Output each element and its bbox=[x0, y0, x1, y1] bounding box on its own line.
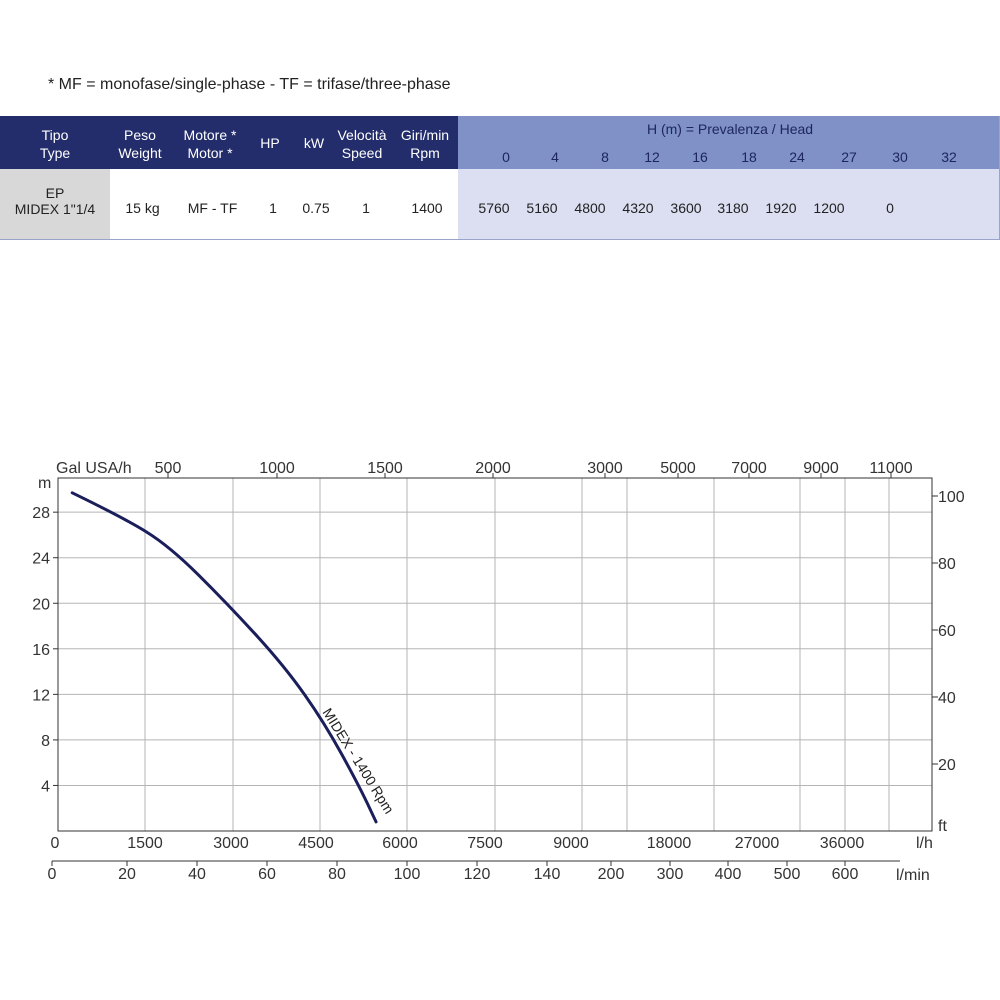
cell-weight: 15 kg bbox=[125, 200, 160, 216]
y-left-tick-label: 24 bbox=[32, 551, 50, 568]
cell-kw: 0.75 bbox=[302, 200, 330, 216]
type-cell-bg bbox=[0, 169, 110, 239]
header-hp: HP bbox=[260, 135, 280, 151]
flow-value: 4800 bbox=[574, 200, 606, 216]
series-line-midex bbox=[70, 491, 378, 824]
top-axis-label: Gal USA/h bbox=[56, 460, 132, 477]
x-lmin-tick-label: 400 bbox=[715, 866, 742, 883]
top-axis-tick-label: 2000 bbox=[475, 460, 511, 477]
flow-value: 3600 bbox=[670, 200, 702, 216]
flow-value: 5760 bbox=[478, 200, 510, 216]
top-axis-tick-label: 5000 bbox=[660, 460, 696, 477]
head-value: 18 bbox=[741, 149, 757, 165]
header-speed: Velocità Speed bbox=[337, 127, 387, 161]
head-value: 0 bbox=[502, 149, 510, 165]
y-right-tick-label: 20 bbox=[938, 757, 956, 774]
spec-table: Tipo Type Peso Weight Motore * Motor * H… bbox=[0, 116, 1000, 240]
x-lh-tick-label: 0 bbox=[51, 835, 60, 852]
table-bottom-border bbox=[0, 239, 1000, 240]
legend-note: * MF = monofase/single-phase - TF = trif… bbox=[48, 76, 451, 93]
header-type: Tipo Type bbox=[39, 127, 71, 161]
x-lmin-tick-label: 120 bbox=[464, 866, 491, 883]
flow-value: 5160 bbox=[526, 200, 558, 216]
cell-rpm: 1400 bbox=[411, 200, 443, 216]
table-header-left bbox=[0, 116, 458, 169]
x-lh-tick-label: 6000 bbox=[382, 835, 418, 852]
head-value: 24 bbox=[789, 149, 805, 165]
x-lmin-tick-label: 80 bbox=[328, 866, 346, 883]
x-lmin-tick-label: 200 bbox=[598, 866, 625, 883]
performance-chart: 4 8 12 16 20 24 28 m 20 40 60 80 100 ft Gal USA/h 500 10… bbox=[32, 460, 965, 884]
y-left-tick-label: 20 bbox=[32, 596, 50, 613]
cell-speed: 1 bbox=[362, 200, 370, 216]
head-value: 4 bbox=[551, 149, 559, 165]
series-label: MIDEX - 1400 Rpm bbox=[319, 705, 397, 816]
x-lmin-tick-label: 500 bbox=[774, 866, 801, 883]
header-rpm: Giri/min Rpm bbox=[400, 127, 450, 161]
x-lh-tick-label: 18000 bbox=[647, 835, 692, 852]
x-lh-tick-label: 4500 bbox=[298, 835, 334, 852]
y-left-tick-label: 12 bbox=[32, 687, 50, 704]
x-lmin-tick-label: 100 bbox=[394, 866, 421, 883]
x-lh-axis-label: l/h bbox=[916, 835, 933, 852]
x-lmin-tick-label: 20 bbox=[118, 866, 136, 883]
top-axis-tick-label: 7000 bbox=[731, 460, 767, 477]
flow-value: 4320 bbox=[622, 200, 654, 216]
flow-value: 1920 bbox=[765, 200, 797, 216]
header-motor: Motore * Motor * bbox=[183, 127, 237, 161]
head-value: 12 bbox=[644, 149, 660, 165]
cell-type: EP MIDEX 1"1/4 bbox=[14, 185, 96, 217]
table-header-right bbox=[458, 116, 1000, 169]
head-title: H (m) = Prevalenza / Head bbox=[646, 121, 814, 137]
x-lmin-tick-label: 0 bbox=[48, 866, 57, 883]
head-value: 16 bbox=[692, 149, 708, 165]
y-right-tick-label: 100 bbox=[938, 489, 965, 506]
x-lh-tick-label: 7500 bbox=[467, 835, 503, 852]
x-lmin-tick-label: 600 bbox=[832, 866, 859, 883]
y-left-axis-label: m bbox=[38, 475, 51, 492]
x-lh-tick-label: 1500 bbox=[127, 835, 163, 852]
x-lmin-tick-label: 60 bbox=[258, 866, 276, 883]
head-value: 27 bbox=[841, 149, 857, 165]
cell-motor: MF - TF bbox=[187, 200, 238, 216]
y-left-tick-label: 28 bbox=[32, 505, 50, 522]
y-left-tick-label: 4 bbox=[41, 778, 50, 795]
flow-row-bg bbox=[458, 169, 1000, 239]
top-axis-tick-label: 1000 bbox=[259, 460, 295, 477]
head-value: 30 bbox=[892, 149, 908, 165]
x-lmin-axis-label: l/min bbox=[896, 867, 930, 884]
head-value: 8 bbox=[601, 149, 609, 165]
x-lh-tick-label: 3000 bbox=[213, 835, 249, 852]
top-axis-tick-label: 9000 bbox=[803, 460, 839, 477]
x-lh-tick-label: 9000 bbox=[553, 835, 589, 852]
cell-hp: 1 bbox=[269, 200, 277, 216]
top-axis-tick-label: 500 bbox=[155, 460, 182, 477]
flow-value: 3180 bbox=[717, 200, 749, 216]
top-axis-tick-label: 1500 bbox=[367, 460, 403, 477]
plot-frame bbox=[57, 477, 933, 832]
spec-row-bg bbox=[110, 169, 458, 239]
flow-value: 0 bbox=[886, 200, 894, 216]
y-right-tick-label: 40 bbox=[938, 690, 956, 707]
y-left-tick-label: 16 bbox=[32, 642, 50, 659]
x-lh-tick-label: 27000 bbox=[735, 835, 780, 852]
y-right-tick-label: 80 bbox=[938, 556, 956, 573]
x-lmin-tick-label: 140 bbox=[534, 866, 561, 883]
y-right-tick-label: 60 bbox=[938, 623, 956, 640]
x-lmin-tick-label: 40 bbox=[188, 866, 206, 883]
header-weight: Peso Weight bbox=[118, 127, 162, 161]
top-axis-tick-label: 3000 bbox=[587, 460, 623, 477]
x-lmin-tick-label: 300 bbox=[657, 866, 684, 883]
header-kw: kW bbox=[303, 135, 325, 151]
head-value: 32 bbox=[941, 149, 957, 165]
y-left-tick-label: 8 bbox=[41, 733, 50, 750]
top-axis-tick-label: 11000 bbox=[869, 460, 912, 477]
flow-value: 1200 bbox=[813, 200, 845, 216]
y-right-axis-label: ft bbox=[938, 818, 947, 835]
x-lh-tick-label: 36000 bbox=[820, 835, 865, 852]
